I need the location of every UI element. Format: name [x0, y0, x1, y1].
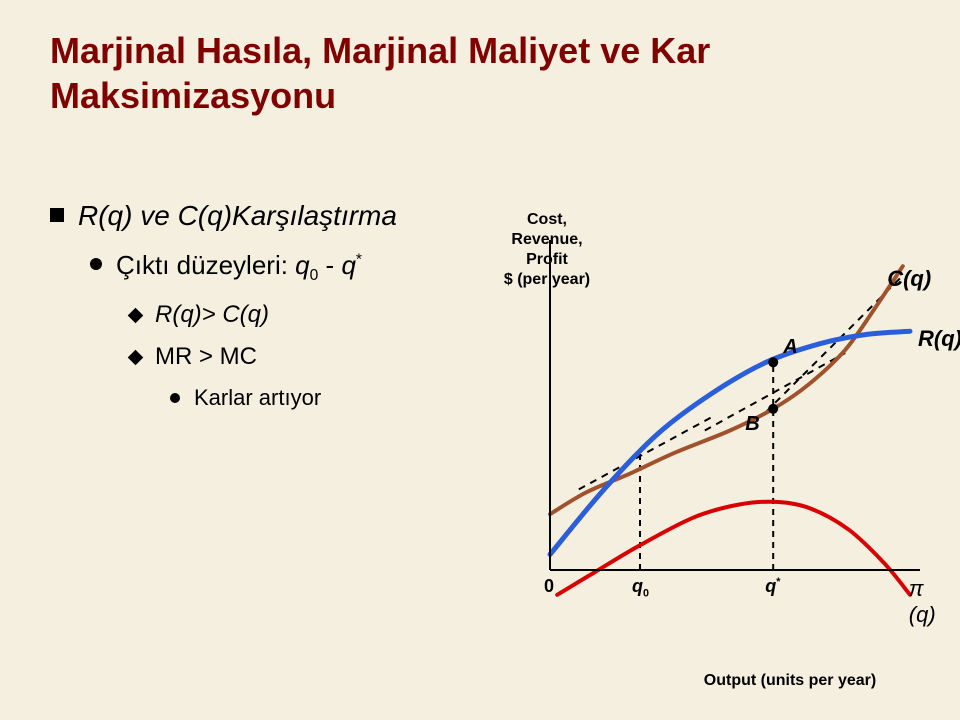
curve-label-cost: C(q)	[887, 266, 931, 292]
tick-zero: 0	[544, 576, 554, 597]
bullet-l3b: MR > MC	[130, 343, 470, 371]
square-bullet-icon	[50, 208, 64, 222]
bullet-l3b-text: MR > MC	[155, 343, 257, 371]
tick-q0: q0	[632, 576, 649, 600]
l2-qs: q	[341, 250, 355, 280]
point-label-b: B	[745, 413, 759, 436]
bullet-l4-text: Karlar artıyor	[194, 385, 321, 411]
circle-bullet-icon	[170, 393, 180, 403]
l2-pre: Çıktı düzeyleri:	[116, 250, 295, 280]
x-axis-label: Output (units per year)	[650, 672, 930, 690]
bullet-l2: Çıktı düzeyleri: q0 - q*	[90, 250, 470, 285]
bullet-l3a-text: R(q)> C(q)	[155, 301, 269, 329]
bullet-l2-text: Çıktı düzeyleri: q0 - q*	[116, 250, 362, 285]
bullet-l1: R(q) ve C(q)Karşılaştırma	[50, 200, 470, 232]
page-title: Marjinal Hasıla, Marjinal Maliyet ve Kar…	[50, 28, 910, 118]
l2-q0: q	[295, 250, 309, 280]
chart: Cost, Revenue, Profit $ (per year) 0 q0 …	[470, 200, 940, 700]
bullet-l3a: R(q)> C(q)	[130, 301, 470, 329]
tick-qs-sup: *	[776, 576, 780, 588]
diamond-bullet-icon	[128, 308, 144, 324]
point-label-a: A	[783, 336, 797, 359]
curve-label-revenue: R(q)	[918, 326, 960, 352]
l2-qs-sup: *	[356, 251, 362, 268]
l2-sep: -	[318, 250, 341, 280]
tick-q0-sym: q	[632, 576, 643, 596]
curve-label-profit: π (q)	[909, 576, 940, 628]
bullet-l1-text: R(q) ve C(q)Karşılaştırma	[78, 200, 397, 232]
chart-svg	[470, 200, 940, 680]
circle-bullet-icon	[90, 258, 102, 270]
tick-qs-sym: q	[765, 576, 776, 596]
bullet-list: R(q) ve C(q)Karşılaştırma Çıktı düzeyler…	[50, 200, 470, 411]
diamond-bullet-icon	[128, 350, 144, 366]
tick-qstar: q*	[765, 576, 780, 597]
bullet-l4: Karlar artıyor	[170, 385, 470, 411]
tick-q0-sub: 0	[643, 588, 649, 600]
